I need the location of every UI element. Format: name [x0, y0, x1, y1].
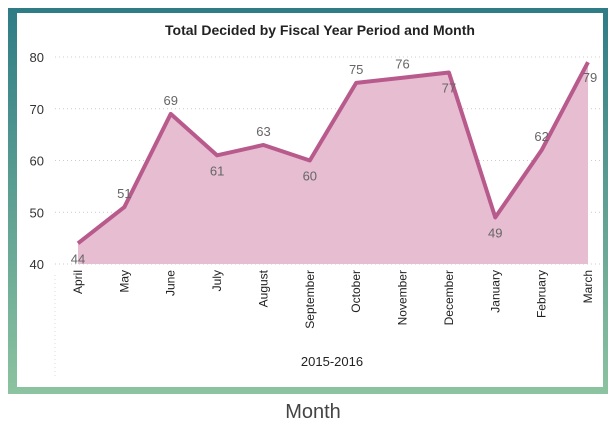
x-tick-label: March [581, 270, 595, 303]
data-label: 75 [349, 62, 363, 77]
data-label: 49 [488, 225, 502, 240]
x-tick-label: April [71, 270, 85, 294]
x-tick-label: February [535, 270, 549, 318]
x-axis-title: Month [285, 401, 341, 423]
y-tick-label: 50 [30, 205, 44, 220]
line [76, 61, 590, 245]
x-group-label: 2015-2016 [301, 354, 363, 369]
y-tick-label: 60 [30, 154, 44, 169]
data-label: 69 [163, 93, 177, 108]
x-tick-label: December [442, 270, 456, 325]
x-tick-label: October [349, 270, 363, 313]
y-tick-label: 70 [30, 102, 44, 117]
data-label: 76 [395, 57, 409, 72]
data-label: 61 [210, 163, 224, 178]
y-tick-label: 80 [30, 50, 44, 65]
x-tick-label: May [117, 270, 131, 293]
data-label: 63 [256, 124, 270, 139]
x-tick-label: August [256, 269, 270, 307]
data-label: 62 [534, 129, 548, 144]
y-tick-label: 40 [30, 257, 44, 272]
x-tick-label: June [164, 270, 178, 296]
chart-title: Total Decided by Fiscal Year Period and … [165, 22, 475, 38]
data-label: 44 [71, 251, 85, 266]
x-tick-label: September [303, 270, 317, 329]
data-label: 51 [117, 186, 131, 201]
data-label: 79 [583, 70, 597, 85]
data-label: 60 [303, 169, 317, 184]
data-label: 77 [442, 81, 456, 96]
x-tick-label: January [488, 270, 502, 313]
x-tick-label: November [396, 270, 410, 325]
x-tick-label: July [210, 270, 224, 291]
